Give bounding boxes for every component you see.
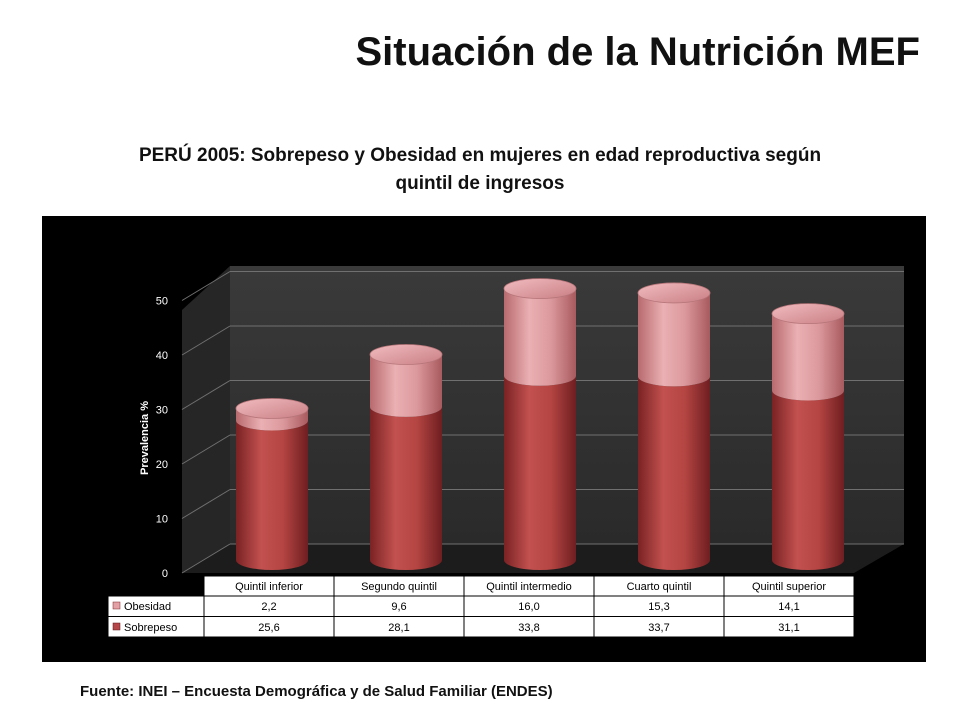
bar-top-cap	[637, 282, 711, 304]
table-category-label: Cuarto quintil	[627, 581, 692, 593]
table-category-label: Quintil intermedio	[486, 581, 572, 593]
table-value-sobrepeso: 31,1	[778, 622, 799, 634]
legend-label-obesidad: Obesidad	[124, 601, 171, 613]
table-value-obesidad: 9,6	[391, 601, 406, 613]
bar-chart: 0 10 20 30 40 50 Prevalencia % Quintil inferi…	[107, 266, 904, 638]
chart-area: 0 10 20 30 40 50 Prevalencia % Quintil inferi…	[42, 216, 926, 662]
bar-sobrepeso	[638, 376, 710, 570]
bar-top-cap	[235, 398, 309, 419]
bar-obesidad	[504, 288, 576, 386]
legend-swatch-obesidad	[112, 601, 121, 610]
y-tick-label: 0	[162, 568, 168, 580]
table-value-obesidad: 2,2	[261, 601, 276, 613]
bar-sobrepeso	[772, 390, 844, 570]
table-value-obesidad: 15,3	[648, 601, 669, 613]
y-tick-label: 20	[156, 459, 168, 471]
bar-obesidad	[772, 313, 844, 401]
y-tick-label: 30	[156, 405, 168, 417]
chart-subtitle-line1: PERÚ 2005: Sobrepeso y Obesidad en mujer…	[138, 145, 822, 166]
table-category-label: Segundo quintil	[361, 581, 437, 593]
bar-sobrepeso	[504, 375, 576, 570]
table-value-obesidad: 14,1	[778, 601, 799, 613]
table-value-sobrepeso: 25,6	[258, 622, 279, 634]
chart-side-wall	[182, 266, 230, 573]
bar-sobrepeso	[370, 406, 442, 570]
bar-obesidad	[638, 292, 710, 387]
bar-top-cap	[369, 344, 443, 365]
legend-swatch-sobrepeso	[112, 622, 121, 631]
legend-label-sobrepeso: Sobrepeso	[124, 622, 177, 634]
source-note: Fuente: INEI – Encuesta Demográfica y de…	[80, 683, 553, 700]
bar-obesidad	[370, 354, 442, 417]
gridline-side	[181, 434, 231, 465]
y-axis-label: Prevalencia %	[139, 401, 151, 475]
chart-subtitle-line2: quintil de ingresos	[395, 173, 565, 194]
table-category-label: Quintil superior	[752, 581, 826, 593]
table-value-sobrepeso: 33,7	[648, 622, 669, 634]
gridline-side	[181, 325, 231, 356]
bar-top-cap	[771, 303, 845, 325]
data-table: Quintil inferior Segundo quintil Quintil…	[107, 575, 855, 638]
bar-top-cap	[503, 278, 577, 299]
gridline-side	[181, 543, 231, 574]
gridline-side	[181, 489, 231, 519]
y-tick-label: 50	[156, 296, 168, 308]
table-category-label: Quintil inferior	[235, 581, 303, 593]
slide-title: Situación de la Nutrición MEF	[355, 30, 921, 74]
chart-subtitle: PERÚ 2005: Sobrepeso y Obesidad en mujer…	[80, 142, 880, 198]
y-tick-label: 40	[156, 350, 168, 362]
table-value-obesidad: 16,0	[518, 601, 539, 613]
gridline-side	[181, 271, 231, 301]
y-tick-label: 10	[156, 514, 168, 526]
gridline-side	[181, 380, 231, 410]
bar-obesidad	[236, 408, 308, 431]
table-value-sobrepeso: 33,8	[518, 622, 539, 634]
table-value-sobrepeso: 28,1	[388, 622, 409, 634]
bar-sobrepeso	[236, 420, 308, 570]
